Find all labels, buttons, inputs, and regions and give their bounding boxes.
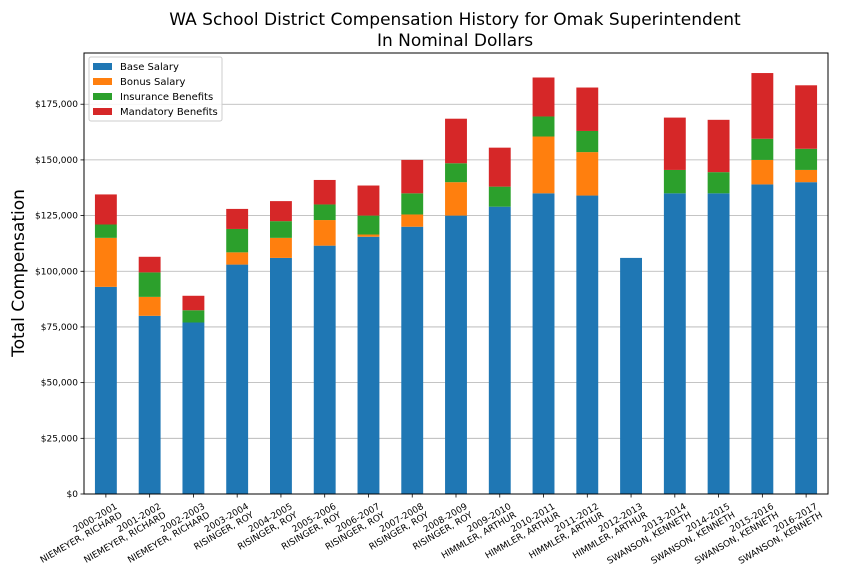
y-tick-label: $50,000 xyxy=(41,379,78,389)
y-tick-label: $125,000 xyxy=(35,212,78,222)
bar-segment xyxy=(357,215,380,235)
bar-segment xyxy=(313,204,336,221)
bar-segment xyxy=(663,169,686,194)
bar-segment xyxy=(532,193,555,494)
bar-segment xyxy=(751,138,774,160)
bar-segment xyxy=(226,208,249,229)
bar-segment xyxy=(182,322,205,494)
bar-segment xyxy=(707,172,730,194)
bar-segment xyxy=(445,163,467,183)
bar-segment xyxy=(663,193,686,494)
bar-segment xyxy=(532,136,555,194)
bar-segment xyxy=(138,256,161,273)
legend-label: Bonus Salary xyxy=(120,77,186,88)
y-ticks: $0 $25,000 $50,000 $75,000 $100,000 $125,000 $… xyxy=(35,100,84,500)
bar-segment xyxy=(751,184,774,494)
bar-segment xyxy=(270,201,292,222)
bar-segment xyxy=(401,159,424,194)
bar-segment xyxy=(620,257,642,494)
bar-segment xyxy=(707,119,730,173)
bar-segment xyxy=(357,185,380,216)
legend-label: Base Salary xyxy=(120,62,179,73)
bar-segment xyxy=(226,252,249,265)
x-tick-label: 2000-2001NIEMEYER, RICHARD xyxy=(34,502,125,566)
bar-segment xyxy=(488,186,511,207)
bar-segment xyxy=(707,193,730,494)
y-tick-label: $175,000 xyxy=(35,100,78,110)
y-axis-label: Total Compensation xyxy=(9,189,29,358)
bar-segment xyxy=(313,245,336,494)
bar-segment xyxy=(401,214,424,227)
bar-segment xyxy=(576,130,599,153)
y-tick-label: $100,000 xyxy=(35,267,78,277)
bar-segment xyxy=(94,224,117,238)
y-tick-label: $150,000 xyxy=(35,156,78,166)
bar-segment xyxy=(182,310,205,323)
bar-segment xyxy=(532,77,555,117)
chart-title: WA School District Compensation History … xyxy=(169,10,741,30)
bar-segment xyxy=(795,169,818,183)
bar-segment xyxy=(751,159,774,185)
bar-segment xyxy=(751,73,774,139)
bar-segment xyxy=(226,264,249,494)
bar-segment xyxy=(94,237,117,287)
legend-box xyxy=(88,56,223,122)
legend-swatch xyxy=(93,108,112,115)
y-tick-label: $0 xyxy=(67,490,79,500)
bar-segment xyxy=(357,234,380,237)
legend: Base Salary Bonus Salary Insurance Benefit… xyxy=(88,56,223,122)
bar-segment xyxy=(270,257,292,494)
bar-segment xyxy=(532,116,555,137)
legend-swatch xyxy=(93,63,112,70)
bar-segment xyxy=(795,85,818,149)
bar-segment xyxy=(445,182,467,216)
bar-segment xyxy=(401,226,424,494)
bar-segment xyxy=(313,220,336,246)
bar-segment xyxy=(401,193,424,215)
legend-label: Insurance Benefits xyxy=(120,92,213,103)
bar-segment xyxy=(445,118,467,164)
bar-segment xyxy=(795,182,818,494)
bar-segment xyxy=(313,179,336,205)
legend-label: Mandatory Benefits xyxy=(120,107,218,118)
y-tick-label: $25,000 xyxy=(41,434,78,444)
bars xyxy=(94,73,818,494)
legend-swatch xyxy=(93,78,112,85)
bar-segment xyxy=(270,221,292,238)
bar-segment xyxy=(138,315,161,494)
chart-subtitle: In Nominal Dollars xyxy=(377,31,533,51)
bar-segment xyxy=(576,195,599,494)
bar-segment xyxy=(226,228,249,253)
bar-segment xyxy=(663,117,686,170)
legend-swatch xyxy=(93,93,112,100)
bar-segment xyxy=(138,272,161,297)
bar-segment xyxy=(795,148,818,170)
bar-segment xyxy=(445,215,467,494)
bar-segment xyxy=(270,237,292,258)
bar-segment xyxy=(488,147,511,187)
bar-segment xyxy=(576,87,599,131)
plot-frame xyxy=(83,52,829,495)
bar-segment xyxy=(576,152,599,196)
bar-segment xyxy=(94,194,117,225)
x-ticks: 2000-2001NIEMEYER, RICHARD2001-2002NIEME… xyxy=(34,494,825,567)
bar-segment xyxy=(488,206,511,494)
bar-segment xyxy=(94,286,117,494)
bar-segment xyxy=(182,295,205,311)
bar-segment xyxy=(138,296,161,316)
x-tick-label-line: NIEMEYER, RICHARD xyxy=(39,511,125,566)
y-tick-label: $75,000 xyxy=(41,323,78,333)
bar-segment xyxy=(357,236,380,494)
